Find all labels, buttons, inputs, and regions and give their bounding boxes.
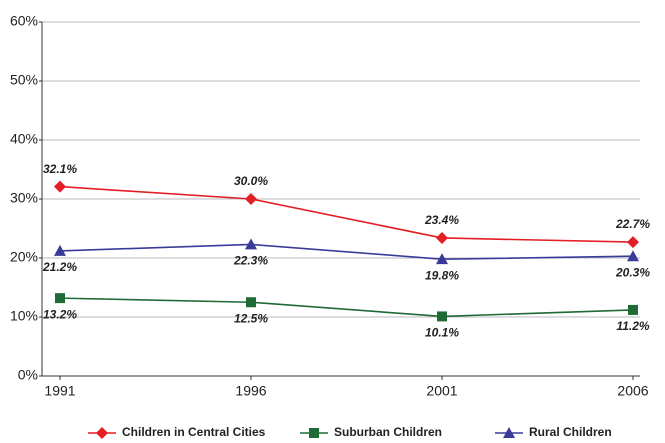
legend-marker — [503, 427, 515, 438]
x-tick-label: 1996 — [235, 383, 266, 399]
legend-label: Children in Central Cities — [122, 425, 266, 439]
y-tick-label: 40% — [10, 131, 38, 147]
y-tick-label: 0% — [18, 367, 38, 383]
x-tick-label: 2006 — [617, 383, 648, 399]
value-label: 12.5% — [234, 311, 268, 325]
series-line — [59, 243, 634, 260]
data-point — [436, 231, 448, 244]
y-tick-label: 60% — [10, 13, 38, 29]
y-tick-label: 50% — [10, 72, 38, 88]
x-tick-label: 1991 — [44, 383, 75, 399]
value-label: 10.1% — [425, 326, 459, 340]
value-label: 13.2% — [43, 307, 77, 321]
data-point — [627, 250, 639, 262]
legend-label: Rural Children — [529, 425, 612, 439]
value-label: 22.7% — [615, 217, 650, 231]
value-label: 11.2% — [616, 319, 649, 333]
data-point — [245, 193, 257, 205]
data-point — [246, 297, 256, 308]
legend-marker — [309, 428, 319, 438]
data-point — [627, 236, 639, 249]
y-tick-label: 30% — [10, 190, 38, 206]
value-label: 23.4% — [424, 213, 459, 227]
y-tick-label: 20% — [10, 249, 38, 265]
series-line — [59, 297, 634, 318]
value-label: 22.3% — [233, 254, 268, 268]
value-label: 19.8% — [425, 268, 459, 282]
data-point — [54, 244, 66, 256]
value-label: 21.2% — [42, 260, 77, 274]
data-point — [437, 311, 447, 322]
data-point — [54, 180, 66, 193]
y-tick-label: 10% — [10, 308, 38, 324]
x-tick-label: 2001 — [426, 383, 457, 399]
data-point — [436, 253, 448, 265]
value-label: 30.0% — [234, 174, 268, 188]
data-point — [245, 238, 257, 250]
value-label: 32.1% — [43, 162, 77, 176]
legend-label: Suburban Children — [334, 425, 442, 439]
data-point — [55, 293, 65, 304]
value-label: 20.3% — [615, 265, 650, 279]
data-point — [628, 304, 638, 315]
series-line — [59, 185, 634, 243]
legend-marker — [96, 427, 108, 439]
